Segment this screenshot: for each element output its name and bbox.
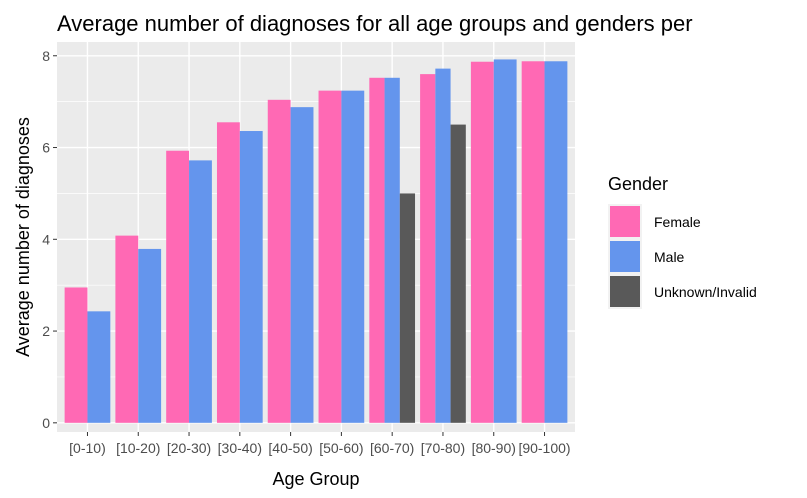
- bar-male: [87, 311, 111, 423]
- bar-male: [493, 59, 517, 423]
- y-tick-label: 2: [42, 323, 50, 339]
- x-tick-label: [60-70): [370, 440, 414, 456]
- bar-male: [138, 248, 162, 423]
- x-tick-label: [10-20): [116, 440, 160, 456]
- y-axis-ticks: 0 2 4 6 8: [42, 48, 57, 431]
- bar-unknown-invalid: [399, 193, 416, 423]
- bar-female: [369, 77, 385, 423]
- bars: [64, 59, 568, 423]
- x-tick-label: [80-90): [472, 440, 516, 456]
- bar-male: [544, 61, 568, 423]
- bar-female: [216, 122, 240, 423]
- x-tick-label: [40-50): [268, 440, 312, 456]
- x-tick-label: [30-40): [218, 440, 262, 456]
- x-axis-ticks: [0-10) [10-20) [20-30) [30-40) [40-50) [50-60…: [69, 432, 571, 456]
- bar-female: [521, 61, 545, 423]
- x-tick-label: [90-100): [518, 440, 570, 456]
- y-tick-label: 4: [42, 231, 50, 247]
- legend-title: Gender: [608, 174, 668, 194]
- chart-title: Average number of diagnoses for all age …: [57, 11, 693, 36]
- bar-female: [420, 74, 436, 423]
- legend-swatch: [610, 241, 640, 272]
- x-tick-label: [0-10): [69, 440, 106, 456]
- bar-male: [384, 77, 400, 423]
- bar-female: [470, 61, 494, 423]
- legend-swatch: [610, 206, 640, 237]
- legend-label: Unknown/Invalid: [654, 284, 757, 300]
- legend-label: Female: [654, 214, 701, 230]
- legend: Gender Female Male Unknown/Invalid: [608, 174, 757, 309]
- bar-unknown-invalid: [450, 124, 466, 423]
- x-tick-label: [70-80): [421, 440, 465, 456]
- legend-swatch: [610, 276, 640, 307]
- y-axis-title: Average number of diagnoses: [13, 117, 33, 357]
- bar-female: [166, 150, 190, 423]
- bar-female: [267, 99, 291, 423]
- bar-male: [341, 90, 365, 423]
- x-tick-label: [20-30): [167, 440, 211, 456]
- bar-female: [115, 235, 139, 423]
- x-tick-label: [50-60): [319, 440, 363, 456]
- bar-female: [318, 90, 342, 423]
- x-axis-title: Age Group: [272, 469, 359, 489]
- y-tick-label: 6: [42, 140, 50, 156]
- bar-male: [435, 68, 451, 423]
- bar-male: [239, 131, 263, 423]
- bar-female: [64, 287, 88, 423]
- legend-label: Male: [654, 249, 685, 265]
- bar-male: [189, 160, 212, 423]
- y-tick-label: 0: [42, 415, 50, 431]
- bar-male: [290, 107, 314, 423]
- y-tick-label: 8: [42, 48, 50, 64]
